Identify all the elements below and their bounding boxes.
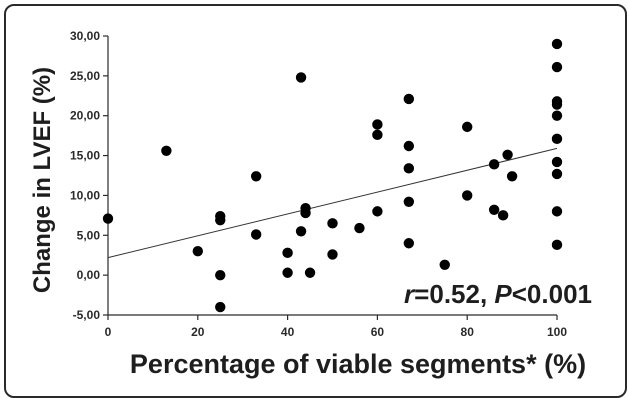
data-point (403, 238, 415, 249)
data-point (250, 171, 262, 182)
x-tick-label: 100 (547, 325, 567, 339)
data-point (282, 247, 293, 259)
data-point (497, 210, 509, 221)
data-point (551, 156, 563, 168)
data-point (327, 218, 338, 229)
data-point (439, 259, 450, 270)
x-tick-label: 80 (461, 325, 475, 339)
trendline (107, 147, 558, 259)
data-point (215, 214, 226, 226)
correlation-annotation: r=0.52, P<0.001 (404, 279, 592, 309)
data-point (372, 119, 383, 130)
data-point (488, 159, 500, 170)
y-tick-label: 25,00 (70, 69, 100, 83)
y-tick-label: 5,00 (77, 228, 101, 242)
data-point (551, 99, 563, 110)
p-value: <0.001 (512, 279, 592, 309)
y-tick-label: 0,00 (77, 268, 101, 282)
data-point (161, 145, 172, 156)
r-value: =0.52, (414, 279, 494, 309)
data-point (462, 190, 473, 201)
data-point (403, 93, 415, 105)
y-ticks: -5,00 0,00 5,00 10,00 15,00 20,00 25,00 30,00 (70, 29, 108, 322)
y-tick-label: 15,00 (70, 149, 100, 163)
scatter-chart: -5,00 0,00 5,00 10,00 15,00 20,00 25,00 30,00 0… (29, 29, 592, 379)
data-point (551, 110, 563, 121)
data-point (300, 207, 311, 219)
data-point (551, 38, 563, 50)
data-point (502, 149, 513, 160)
data-point (215, 269, 226, 281)
data-point (354, 222, 365, 234)
data-point (506, 171, 518, 182)
y-tick-label: 20,00 (70, 109, 100, 123)
x-tick-label: 40 (281, 325, 295, 339)
x-axis-title: Percentage of viable segments* (%) (130, 349, 586, 379)
data-point (403, 196, 415, 208)
data-point (551, 239, 563, 251)
data-point (304, 267, 316, 278)
data-point (551, 61, 563, 73)
axes (107, 36, 557, 316)
data-point (372, 206, 383, 217)
x-tick-label: 0 (105, 325, 112, 339)
y-tick-label: 10,00 (70, 188, 100, 202)
data-point (102, 213, 114, 224)
y-tick-label: -5,00 (73, 308, 101, 322)
y-axis-title: Change in LVEF (%) (29, 67, 56, 293)
data-point (192, 246, 203, 257)
data-point (551, 168, 563, 180)
data-point (372, 129, 383, 141)
data-point (327, 249, 338, 260)
r-symbol: r (404, 279, 416, 309)
x-tick-label: 60 (371, 325, 385, 339)
data-point (403, 140, 415, 152)
data-point (215, 301, 226, 313)
data-point (488, 204, 500, 215)
x-tick-label: 20 (191, 325, 205, 339)
data-point (295, 226, 307, 237)
data-point (250, 229, 262, 240)
data-points (102, 38, 563, 313)
data-point (403, 163, 415, 174)
data-point (295, 72, 307, 83)
p-symbol: P (494, 279, 512, 309)
y-tick-label: 30,00 (70, 29, 100, 43)
x-ticks: 0 20 40 60 80 100 (105, 315, 567, 339)
data-point (282, 267, 293, 278)
data-point (551, 133, 563, 145)
data-point (551, 206, 563, 217)
data-point (462, 121, 473, 133)
